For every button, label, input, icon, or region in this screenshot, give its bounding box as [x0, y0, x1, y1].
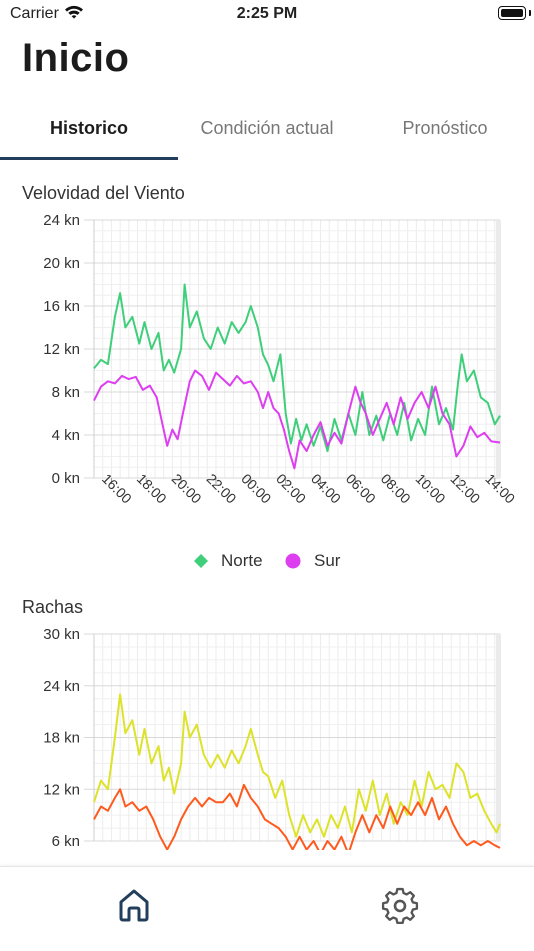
legend-sur-label: Sur — [314, 551, 341, 570]
wifi-icon — [64, 4, 84, 25]
y-tick-label: 24 kn — [43, 212, 80, 229]
x-tick-label: 00:00 — [238, 470, 274, 506]
x-tick-label: 16:00 — [99, 470, 135, 506]
wind-chart-title: Velovidad del Viento — [22, 183, 185, 203]
tab-historico[interactable]: Historico — [49, 118, 128, 138]
active-tab-indicator — [0, 157, 178, 160]
tab-condicion-actual[interactable]: Condición actual — [200, 118, 334, 138]
x-tick-label: 02:00 — [273, 470, 309, 506]
legend-norte-label: Norte — [221, 551, 263, 570]
battery-tip — [529, 10, 531, 16]
status-time: 2:25 PM — [236, 5, 298, 22]
x-tick-label: 12:00 — [447, 470, 483, 506]
x-tick-label: 18:00 — [134, 470, 170, 506]
x-tick-label: 06:00 — [343, 470, 379, 506]
grid-lines — [84, 219, 500, 479]
home-icon[interactable] — [114, 885, 154, 925]
x-tick-label: 08:00 — [378, 470, 414, 506]
right-edge — [496, 220, 501, 478]
gear-icon[interactable] — [380, 885, 420, 925]
x-tick-label: 20:00 — [169, 470, 205, 506]
tab-bar: Historico Condición actual Pronóstico — [0, 108, 534, 160]
status-bar: Carrier 2:25 PM — [0, 0, 534, 30]
x-tick-label: 14:00 — [482, 470, 518, 506]
y-tick-label: 30 kn — [43, 626, 80, 643]
y-tick-label: 6 kn — [52, 833, 80, 850]
y-tick-label: 12 kn — [43, 781, 80, 798]
wind-speed-chart: 0 kn 4 kn 8 kn 12 kn 16 kn 20 kn 24 kn 16:0018:… — [43, 212, 518, 507]
y-tick-label: 24 kn — [43, 678, 80, 695]
wind-chart-legend: Norte Sur — [0, 551, 534, 573]
legend-sur-marker — [285, 553, 301, 574]
y-tick-label: 12 kn — [43, 341, 80, 358]
y-tick-label: 4 kn — [52, 427, 80, 444]
gust-chart: 6 kn 12 kn 18 kn 24 kn 30 kn — [43, 626, 501, 850]
series-line-1 — [93, 283, 501, 453]
carrier-label: Carrier — [10, 5, 59, 22]
right-edge — [496, 634, 501, 841]
legend-norte-marker — [193, 553, 209, 574]
series-line-2 — [93, 369, 501, 470]
y-tick-label: 0 kn — [52, 470, 80, 487]
x-tick-label: 22:00 — [203, 470, 239, 506]
y-tick-label: 8 kn — [52, 384, 80, 401]
series-line-2 — [93, 783, 501, 850]
gust-chart-title: Rachas — [22, 597, 84, 617]
bottom-navigation — [0, 866, 534, 951]
x-tick-label: 04:00 — [308, 470, 344, 506]
x-tick-label: 10:00 — [413, 470, 449, 506]
tab-pronostico[interactable]: Pronóstico — [402, 118, 488, 138]
page-title: Inicio — [22, 36, 130, 80]
series-line-1 — [93, 693, 501, 838]
battery-icon — [498, 6, 526, 20]
y-tick-label: 20 kn — [43, 255, 80, 272]
y-tick-label: 16 kn — [43, 298, 80, 315]
y-tick-label: 18 kn — [43, 730, 80, 747]
